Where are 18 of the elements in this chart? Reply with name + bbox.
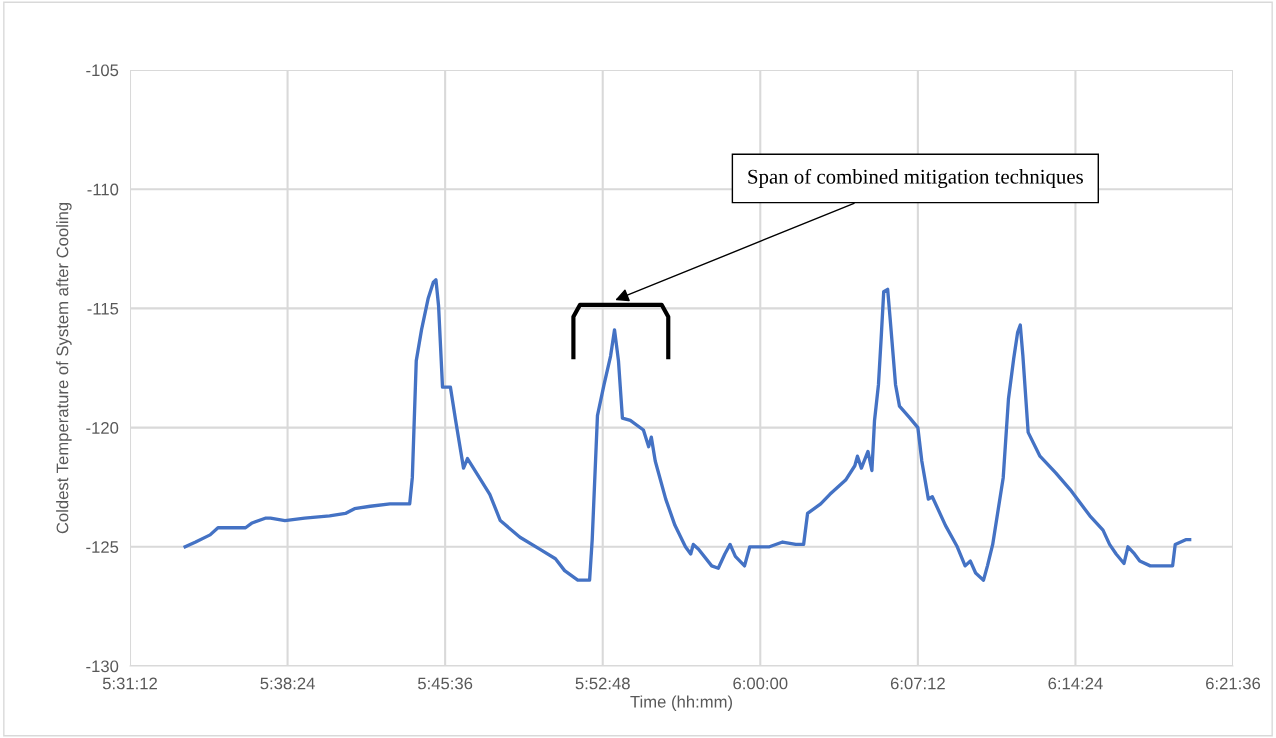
x-tick-label: 6:07:12 [890,677,945,690]
x-tick-label: 6:00:00 [733,677,788,690]
line-series [183,278,1192,582]
y-axis-title: Coldest Temperature of System after Cooling [56,202,72,534]
y-tick-label: -115 [87,302,119,315]
x-tick-label: 6:14:24 [1048,677,1103,690]
y-tick-label: -120 [86,422,119,434]
x-tick-label: 5:52:48 [575,677,630,690]
x-tick-label: 6:21:36 [1206,677,1261,690]
y-tick-label: -110 [87,183,119,196]
annotation: Span of combined mitigation techniques [748,168,1083,189]
x-tick-label: 5:45:36 [418,677,473,690]
y-tick-label: -125 [86,541,119,553]
y-tick-label: -105 [86,64,119,77]
x-tick-label: 5:31:12 [102,677,157,690]
y-tick-label: -130 [86,660,119,673]
x-axis-title: Time (hh:mm) [630,695,733,711]
x-tick-label: 5:38:24 [260,677,315,690]
